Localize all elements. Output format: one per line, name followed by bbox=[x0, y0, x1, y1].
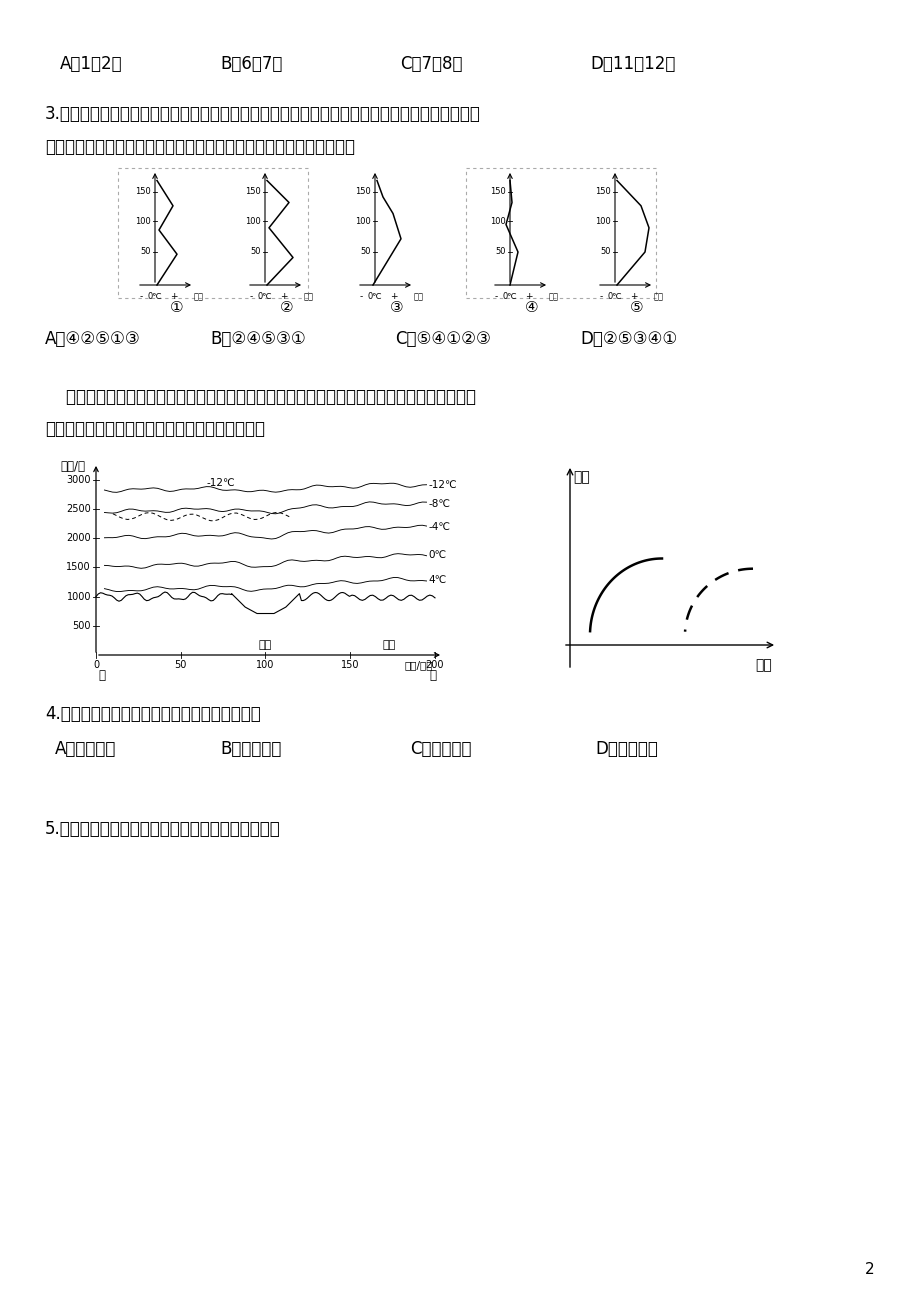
Text: +: + bbox=[525, 292, 532, 301]
Text: 时间: 时间 bbox=[754, 658, 771, 672]
Text: -12℃: -12℃ bbox=[206, 478, 234, 488]
Text: 西: 西 bbox=[98, 669, 105, 682]
Text: 0℃: 0℃ bbox=[148, 292, 162, 301]
Text: C．7、8月: C．7、8月 bbox=[400, 55, 462, 73]
Text: D．11、12月: D．11、12月 bbox=[589, 55, 675, 73]
Text: 100: 100 bbox=[256, 660, 275, 671]
Text: 200: 200 bbox=[425, 660, 444, 671]
Text: 150: 150 bbox=[490, 187, 505, 197]
Text: -: - bbox=[598, 292, 602, 301]
Text: 0℃: 0℃ bbox=[427, 549, 446, 560]
Text: 刻气温随高度变化过程示意图，按时间发展顺序逆温生消过程正确的是: 刻气温随高度变化过程示意图，按时间发展顺序逆温生消过程正确的是 bbox=[45, 138, 355, 156]
Text: D．②⑤③④①: D．②⑤③④① bbox=[579, 329, 676, 348]
Text: B．平流逆温: B．平流逆温 bbox=[220, 740, 281, 758]
Text: 100: 100 bbox=[135, 216, 151, 225]
Text: A．1、2月: A．1、2月 bbox=[60, 55, 122, 73]
Text: 4.若此时该地形成了逆温现象，其逆温的类型为: 4.若此时该地形成了逆温现象，其逆温的类型为 bbox=[45, 704, 260, 723]
Text: 50: 50 bbox=[600, 247, 610, 256]
Text: 2500: 2500 bbox=[66, 504, 91, 514]
Text: 海拔/米: 海拔/米 bbox=[60, 460, 85, 473]
Text: 500: 500 bbox=[73, 621, 91, 630]
Text: 150: 150 bbox=[245, 187, 261, 197]
Text: -12℃: -12℃ bbox=[427, 480, 457, 490]
Text: +: + bbox=[279, 292, 287, 301]
Text: -: - bbox=[494, 292, 497, 301]
Text: 温度: 温度 bbox=[653, 292, 664, 301]
Text: +: + bbox=[390, 292, 397, 301]
Text: -4℃: -4℃ bbox=[427, 522, 449, 533]
Text: 温度: 温度 bbox=[414, 292, 424, 301]
Text: 150: 150 bbox=[595, 187, 610, 197]
Text: 5.图中城市此时比平常大气污染严重，其主要原因为: 5.图中城市此时比平常大气污染严重，其主要原因为 bbox=[45, 820, 280, 838]
Text: 水库: 水库 bbox=[382, 641, 395, 650]
Text: A．辐射逆温: A．辐射逆温 bbox=[55, 740, 116, 758]
Text: C．⑤④①②③: C．⑤④①②③ bbox=[394, 329, 491, 348]
Text: 0℃: 0℃ bbox=[257, 292, 272, 301]
Text: 50: 50 bbox=[175, 660, 187, 671]
Text: D．地形逆温: D．地形逆温 bbox=[595, 740, 657, 758]
Text: 100: 100 bbox=[245, 216, 261, 225]
Text: 50: 50 bbox=[495, 247, 505, 256]
Text: A．④②⑤①③: A．④②⑤①③ bbox=[45, 329, 141, 348]
Text: ①: ① bbox=[170, 299, 184, 315]
Text: 0: 0 bbox=[93, 660, 99, 671]
Text: -8℃: -8℃ bbox=[427, 499, 449, 509]
Text: -: - bbox=[139, 292, 142, 301]
Text: 1500: 1500 bbox=[66, 562, 91, 573]
Text: 150: 150 bbox=[341, 660, 359, 671]
Text: 4℃: 4℃ bbox=[427, 574, 446, 585]
Text: 下两图中，左图表示某地某时刻气温的垂直变化剖面图，右图表示城市与水库的气温随时间变: 下两图中，左图表示某地某时刻气温的垂直变化剖面图，右图表示城市与水库的气温随时间… bbox=[45, 388, 475, 406]
Text: 3000: 3000 bbox=[66, 475, 91, 484]
Text: B．②④⑤③①: B．②④⑤③① bbox=[210, 329, 305, 348]
Text: 100: 100 bbox=[595, 216, 610, 225]
Text: ②: ② bbox=[279, 299, 293, 315]
Text: 100: 100 bbox=[490, 216, 505, 225]
Text: 50: 50 bbox=[250, 247, 261, 256]
Text: B．6、7月: B．6、7月 bbox=[220, 55, 282, 73]
Text: 150: 150 bbox=[135, 187, 151, 197]
Text: 0℃: 0℃ bbox=[368, 292, 382, 301]
Text: 温度: 温度 bbox=[549, 292, 559, 301]
Text: -: - bbox=[359, 292, 362, 301]
Text: 距离/千米: 距离/千米 bbox=[404, 660, 433, 671]
Text: ⑤: ⑤ bbox=[630, 299, 643, 315]
Text: ③: ③ bbox=[390, 299, 403, 315]
Text: -: - bbox=[249, 292, 253, 301]
Text: 城市: 城市 bbox=[258, 641, 272, 650]
Bar bbox=[58, 454, 448, 680]
Text: 温度: 温度 bbox=[194, 292, 204, 301]
Text: 温度: 温度 bbox=[573, 470, 589, 484]
Text: +: + bbox=[170, 292, 177, 301]
Text: 1000: 1000 bbox=[66, 591, 91, 602]
Text: 温度: 温度 bbox=[303, 292, 313, 301]
Text: 0℃: 0℃ bbox=[607, 292, 621, 301]
Text: 50: 50 bbox=[141, 247, 151, 256]
Text: 2000: 2000 bbox=[66, 533, 91, 543]
Text: ④: ④ bbox=[525, 299, 538, 315]
Text: 2: 2 bbox=[864, 1262, 874, 1277]
Text: 3.逆温是指在某些天气条件下气温随高度上升而上升的反常现象。下图是某地冬季近地面层不同时: 3.逆温是指在某些天气条件下气温随高度上升而上升的反常现象。下图是某地冬季近地面… bbox=[45, 105, 481, 122]
Text: 100: 100 bbox=[355, 216, 370, 225]
Text: 化过程，其中城市用实线表示，水库用虚线表示。: 化过程，其中城市用实线表示，水库用虚线表示。 bbox=[45, 421, 265, 437]
Text: 0℃: 0℃ bbox=[502, 292, 516, 301]
Text: 150: 150 bbox=[355, 187, 370, 197]
Text: 50: 50 bbox=[360, 247, 370, 256]
Text: 东: 东 bbox=[428, 669, 436, 682]
Text: +: + bbox=[630, 292, 637, 301]
Text: C．锋面逆温: C．锋面逆温 bbox=[410, 740, 471, 758]
